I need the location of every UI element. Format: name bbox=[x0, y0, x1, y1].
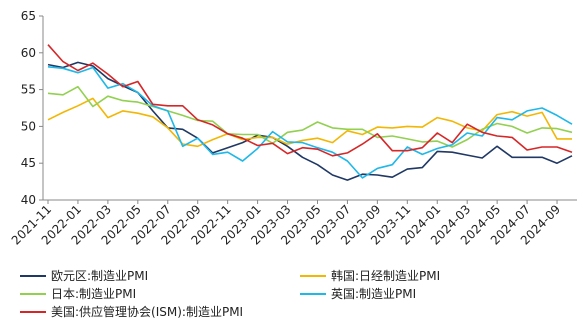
series-line-3 bbox=[47, 85, 573, 148]
plot-lines bbox=[47, 44, 573, 181]
y-tick-label: 40 bbox=[21, 193, 36, 207]
legend-label: 韩国:日经制造业PMI bbox=[331, 268, 440, 283]
series-line-5 bbox=[47, 44, 573, 157]
legend-label: 日本:制造业PMI bbox=[51, 287, 136, 301]
y-tick-label: 60 bbox=[21, 46, 36, 60]
y-axis: 40 45 50 55 60 65 bbox=[21, 9, 44, 207]
y-tick-label: 65 bbox=[21, 9, 36, 23]
legend-label: 英国:制造业PMI bbox=[331, 287, 416, 301]
y-tick-label: 55 bbox=[21, 83, 36, 97]
legend-label: 欧元区:制造业PMI bbox=[51, 269, 148, 283]
x-axis: 2021-112022-012022-032022-052022-072022-… bbox=[9, 199, 577, 248]
y-tick-label: 45 bbox=[21, 156, 36, 170]
legend-label: 美国:供应管理协会(ISM):制造业PMI bbox=[51, 304, 243, 319]
legend: 欧元区:制造业PMI 韩国:日经制造业PMI 日本:制造业PMI 英国:制造业PMI 美… bbox=[20, 268, 440, 319]
y-tick-label: 50 bbox=[21, 119, 36, 133]
